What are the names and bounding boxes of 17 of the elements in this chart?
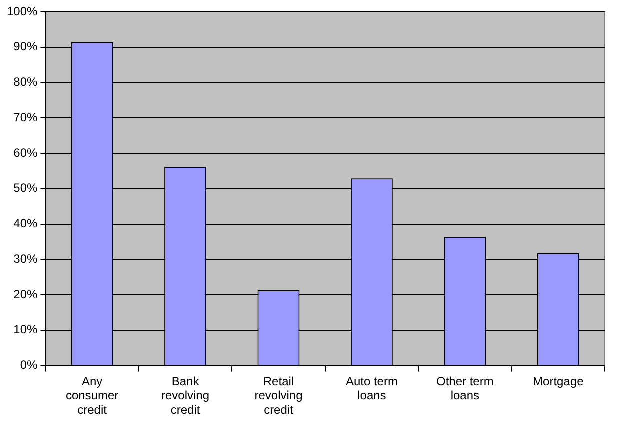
- x-tick-label: Auto term loans: [346, 374, 398, 403]
- y-tick-label: 40%: [14, 216, 38, 231]
- x-tick-label: Bank revolving credit: [162, 374, 210, 418]
- y-tick-label: 0%: [20, 358, 38, 372]
- y-tick-label: 30%: [14, 252, 38, 266]
- y-tick-label: 10%: [14, 322, 38, 337]
- x-tick-label: Any consumer credit: [66, 374, 119, 418]
- y-tick-label: 70%: [14, 110, 38, 124]
- x-tick-label: Retail revolving credit: [254, 374, 303, 418]
- y-tick-label: 50%: [14, 181, 38, 196]
- x-tick-label: Mortgage: [533, 374, 584, 388]
- y-tick-label: 80%: [14, 75, 38, 90]
- y-tick-label: 20%: [14, 287, 38, 302]
- x-tick-label: Other term loans: [436, 374, 494, 403]
- y-tick-label: 60%: [14, 146, 38, 160]
- y-tick-label: 100%: [6, 4, 38, 18]
- y-tick-label: 90%: [14, 40, 38, 54]
